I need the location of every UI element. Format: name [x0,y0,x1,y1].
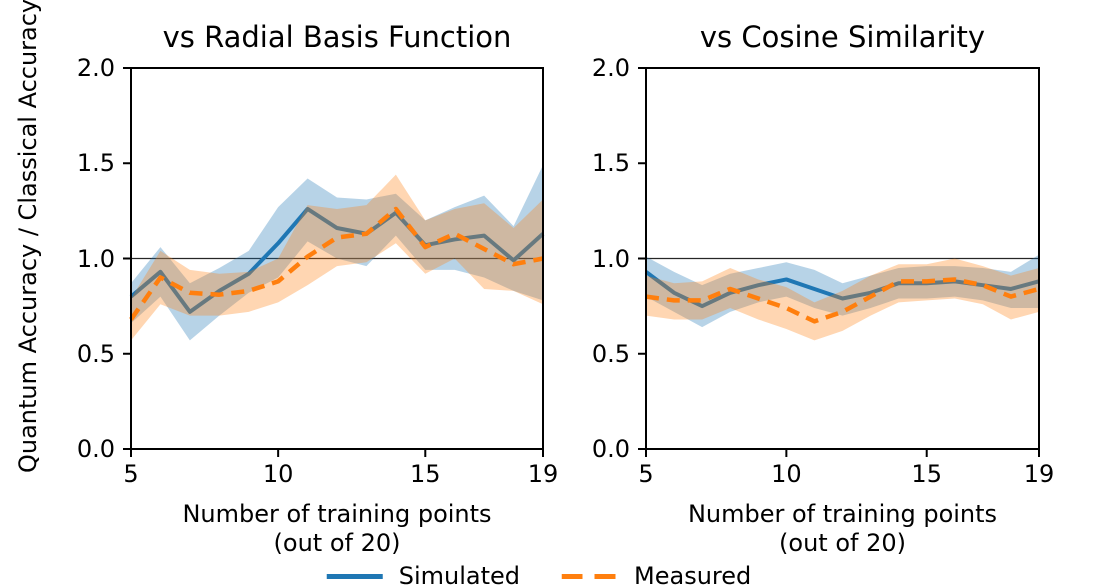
legend-label-simulated: Simulated [398,562,521,588]
y-tick-label: 1.5 [76,149,115,178]
measured-line-swatch [562,573,619,579]
simulated-confidence-band [131,165,543,341]
y-tick-label: 1.0 [591,244,630,273]
legend-item-simulated: Simulated [326,562,521,588]
y-tick-label: 0.5 [591,339,630,368]
x-tick-label: 10 [771,460,802,488]
simulated-confidence-band [646,254,1039,328]
x-tick-label: 19 [527,460,559,488]
plot-title-radial-basis-function: vs Radial Basis Function [162,20,512,54]
x-tick-label: 10 [262,460,294,488]
subplot-1 [638,67,1040,457]
x-tick-label: 15 [911,460,942,488]
legend-item-measured: Measured [562,562,751,588]
legend: Simulated Measured [326,562,751,588]
measured-confidence-band [646,258,1039,341]
measured-confidence-band [131,174,543,341]
x-tick-label: 15 [410,460,441,488]
simulated-line [129,206,545,314]
measured-line [645,277,1040,324]
y-tick-label: 1.0 [76,244,115,273]
x-tick-label: 19 [1023,460,1055,488]
measured-line [129,206,544,321]
subplot-0 [123,67,545,457]
x-axis-label-left: Number of training points [182,500,492,528]
y-axis-label: Quantum Accuracy / Classical Accuracy [14,0,42,473]
legend-label-measured: Measured [634,562,752,588]
simulated-line-swatch [326,573,383,579]
x-axis-sublabel-left: (out of 20) [273,529,401,557]
y-tick-label: 0.0 [76,435,115,463]
y-tick-label: 1.5 [591,149,630,178]
y-tick-label: 2.0 [76,54,115,82]
x-axis-sublabel-right: (out of 20) [779,529,906,557]
plot-title-cosine-similarity: vs Cosine Similarity [699,20,986,54]
y-tick-label: 2.0 [591,54,630,82]
y-tick-label: 0.0 [591,435,630,463]
x-axis-label-right: Number of training points [687,500,998,528]
x-tick-label: 5 [123,460,139,488]
x-tick-label: 5 [638,460,654,488]
y-tick-label: 0.5 [76,339,115,368]
